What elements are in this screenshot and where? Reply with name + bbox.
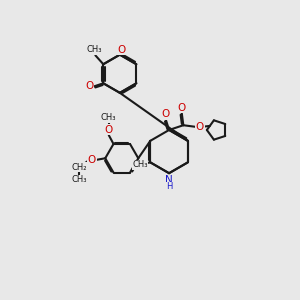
Text: CH₃: CH₃ — [132, 160, 148, 169]
Text: N: N — [165, 175, 173, 185]
Text: O: O — [196, 122, 204, 132]
Text: CH₃: CH₃ — [71, 175, 87, 184]
Text: CH₂: CH₂ — [71, 163, 87, 172]
Text: O: O — [161, 110, 170, 119]
Text: CH₃: CH₃ — [87, 45, 103, 54]
Text: H: H — [166, 182, 172, 191]
Text: O: O — [117, 45, 125, 55]
Text: O: O — [88, 155, 96, 165]
Text: O: O — [178, 103, 186, 113]
Text: O: O — [105, 125, 113, 135]
Text: CH₃: CH₃ — [101, 113, 116, 122]
Text: O: O — [85, 82, 94, 92]
